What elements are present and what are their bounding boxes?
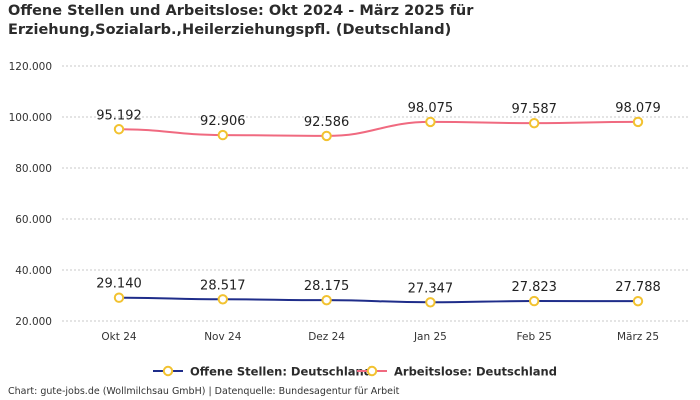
data-label: 29.140 xyxy=(96,277,142,292)
legend-label: Offene Stellen: Deutschland xyxy=(190,365,372,379)
data-label: 28.517 xyxy=(200,278,246,293)
data-point xyxy=(321,294,332,306)
y-tick-label: 60.000 xyxy=(15,214,52,226)
data-label: 28.175 xyxy=(304,279,350,294)
data-label: 27.823 xyxy=(511,280,557,295)
data-point xyxy=(113,124,125,135)
y-tick-label: 100.000 xyxy=(9,112,52,124)
x-tick-label: Nov 24 xyxy=(204,331,242,343)
data-label: 92.586 xyxy=(304,115,350,130)
data-point xyxy=(529,117,540,129)
legend-label: Arbeitslose: Deutschland xyxy=(394,365,557,379)
y-tick-label: 120.000 xyxy=(9,61,52,73)
series-line-offene-stellen xyxy=(118,296,639,304)
data-label: 97.587 xyxy=(511,102,557,117)
data-label: 92.906 xyxy=(200,114,246,129)
y-tick-label: 40.000 xyxy=(15,265,52,277)
data-point xyxy=(632,295,644,307)
source-footer: Chart: gute-jobs.de (Wollmilchsau GmbH) … xyxy=(8,386,400,397)
data-label: 98.075 xyxy=(408,101,454,116)
legend-marker xyxy=(366,365,378,377)
x-tick-label: Dez 24 xyxy=(308,331,345,343)
data-label: 27.788 xyxy=(615,280,661,295)
x-tick-label: Okt 24 xyxy=(101,331,136,343)
data-point xyxy=(217,294,229,305)
legend-marker xyxy=(162,365,174,377)
data-point xyxy=(113,292,125,303)
data-point xyxy=(425,116,436,128)
data-point xyxy=(529,295,540,307)
data-label: 98.079 xyxy=(615,101,661,116)
chart-title: Offene Stellen und Arbeitslose: Okt 2024… xyxy=(8,3,474,38)
x-tick-label: März 25 xyxy=(617,331,659,343)
x-tick-label: Jan 25 xyxy=(413,331,447,343)
data-point xyxy=(632,116,644,128)
data-point xyxy=(217,129,229,141)
data-label: 95.192 xyxy=(96,108,142,123)
series-line-arbeitslose xyxy=(118,120,639,137)
data-point xyxy=(425,297,436,308)
y-tick-label: 20.000 xyxy=(15,316,52,328)
x-tick-label: Feb 25 xyxy=(517,331,552,343)
y-tick-label: 80.000 xyxy=(15,163,52,175)
data-label: 27.347 xyxy=(408,281,454,296)
data-point xyxy=(321,130,332,142)
